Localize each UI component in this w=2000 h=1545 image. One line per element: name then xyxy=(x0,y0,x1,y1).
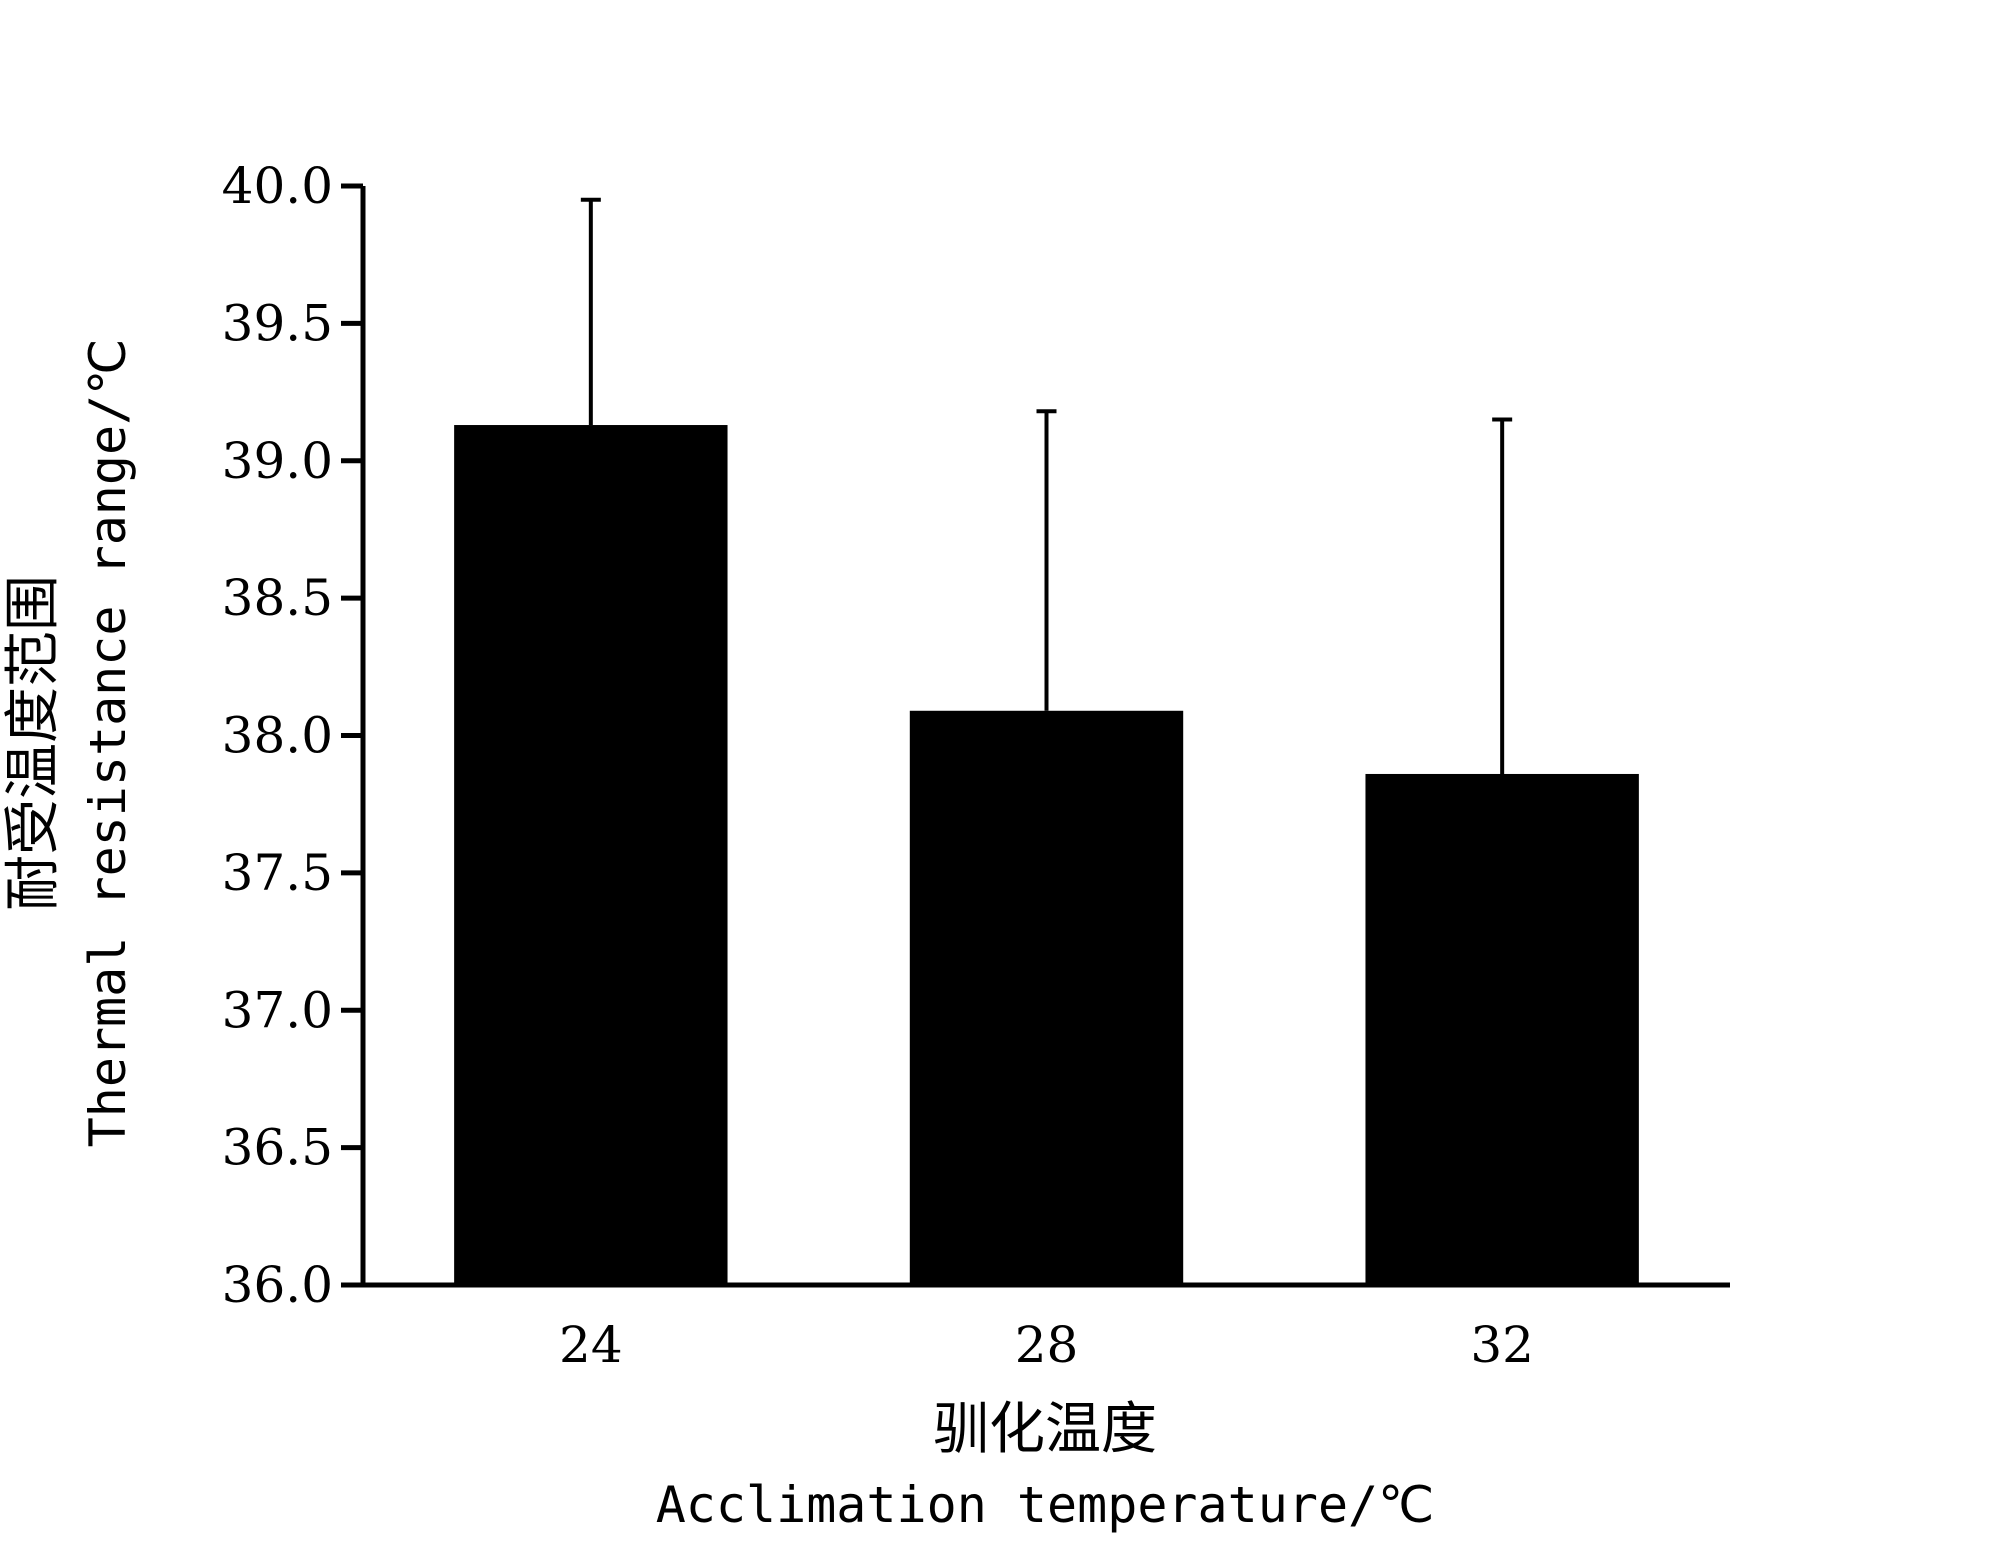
x-axis-title-zh: 驯化温度 xyxy=(933,1397,1157,1462)
y-tick-label: 37.0 xyxy=(222,981,333,1039)
x-ticks-layer: 24 28 32 xyxy=(559,1316,1534,1374)
x-axis-title-en: Acclimation temperature/℃ xyxy=(656,1476,1435,1534)
y-axis-title-zh: 耐受温度范围 xyxy=(1,575,66,911)
x-tick-label: 24 xyxy=(559,1316,623,1374)
x-tick-label: 32 xyxy=(1470,1316,1534,1374)
y-tick-label: 39.5 xyxy=(222,294,333,352)
y-axis-title-en: Thermal resistance range/℃ xyxy=(79,339,137,1148)
y-ticks-layer: 36.0 36.5 37.0 37.5 38.0 38.5 39.0 39.5 40.0 xyxy=(222,157,363,1314)
x-tick-label: 28 xyxy=(1015,1316,1079,1374)
y-tick-label: 38.5 xyxy=(222,569,333,627)
y-tick-label: 36.0 xyxy=(222,1256,333,1314)
bar-32 xyxy=(1365,773,1639,1285)
y-tick-label: 38.0 xyxy=(222,707,333,765)
bars-layer xyxy=(454,425,1639,1286)
y-tick-label: 36.5 xyxy=(222,1119,333,1177)
bar-28 xyxy=(909,710,1184,1285)
y-tick-label: 39.0 xyxy=(222,432,333,490)
bar-24 xyxy=(454,425,728,1286)
error-bars-layer xyxy=(580,197,1513,774)
y-tick-label: 40.0 xyxy=(222,157,333,215)
y-tick-label: 37.5 xyxy=(222,844,333,902)
